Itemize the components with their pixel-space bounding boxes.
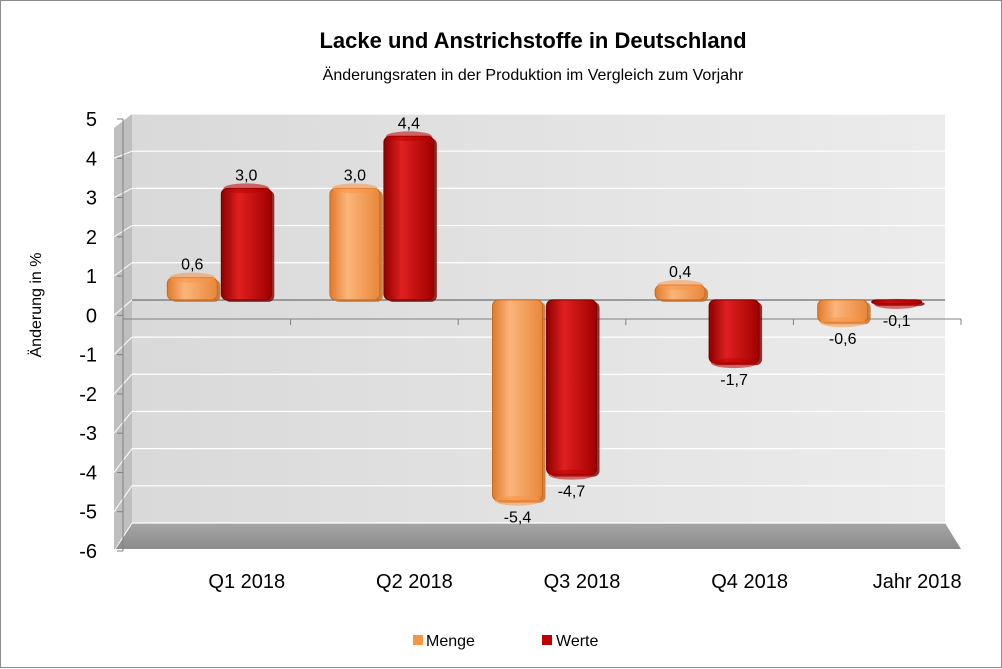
plot-floor (114, 523, 961, 549)
bar-werte (220, 187, 272, 301)
legend: Menge Werte (413, 633, 598, 650)
y-axis-label: Änderung in % (27, 253, 45, 358)
y-tick-label: -3 (79, 423, 97, 445)
data-label: 0,6 (181, 257, 203, 274)
bar-werte (708, 299, 760, 364)
x-tick-label: Q1 2018 (208, 571, 285, 593)
bar-cap (385, 131, 432, 142)
data-label: -5,4 (504, 510, 532, 527)
legend-label-menge: Menge (426, 633, 475, 650)
bar-cap (494, 495, 541, 506)
y-tick-label: 4 (86, 148, 97, 170)
legend-swatch-menge (413, 635, 423, 645)
y-tick-label: 1 (86, 266, 97, 288)
chart-title: Lacke und Anstrichstoffe in Deutschland (319, 28, 746, 53)
y-tick-label: 5 (86, 109, 97, 131)
y-tick-label: 0 (86, 305, 97, 327)
data-label: 0,4 (669, 264, 691, 281)
y-ticks: 5 4 3 2 1 0 -1 -2 -3 -4 -5 -6 (79, 109, 123, 563)
data-label: -0,6 (829, 331, 857, 348)
bar-cap (819, 317, 866, 328)
data-label: 4,4 (398, 115, 420, 132)
bar-cap (331, 183, 378, 194)
data-label: -0,1 (883, 313, 911, 330)
bar-cap (711, 358, 758, 369)
y-tick-label: 3 (86, 188, 97, 210)
x-tick-label: Q3 2018 (544, 571, 621, 593)
y-tick-label: -4 (79, 462, 97, 484)
data-label: 3,0 (344, 167, 366, 184)
bar-cap (657, 280, 704, 291)
gridline-side (113, 113, 133, 120)
bars (166, 131, 925, 506)
bar-cap (169, 272, 216, 283)
bar-werte (383, 135, 435, 301)
y-tick-label: -6 (79, 541, 97, 563)
bar-cap (873, 298, 920, 309)
bar-cap (223, 183, 270, 194)
bar-cap (548, 469, 595, 480)
x-tick-label: Q2 2018 (376, 571, 453, 593)
bar-menge (492, 299, 543, 502)
data-label: 3,0 (235, 167, 257, 184)
chart-subtitle: Änderungsraten in der Produktion im Verg… (323, 66, 744, 84)
y-tick-label: -1 (79, 345, 97, 367)
y-tick-label: 2 (86, 227, 97, 249)
legend-swatch-werte (542, 635, 552, 645)
bar-menge (329, 187, 381, 301)
x-tick-label: Jahr 2018 (873, 571, 962, 593)
y-tick-label: -5 (79, 502, 97, 524)
y-tick-label: -2 (79, 384, 97, 406)
bar-werte (546, 299, 597, 476)
legend-label-werte: Werte (556, 633, 598, 650)
data-label: -1,7 (720, 372, 748, 389)
data-label: -4,7 (558, 484, 586, 501)
x-tick-label: Q4 2018 (711, 571, 788, 593)
data-labels: 0,6 3,0 3,0 4,4 -5,4 -4,7 0,4 -1,7 -0,6 -0,1 (181, 115, 910, 526)
x-ticks: Q1 2018 Q2 2018 Q3 2018 Q4 2018 Jahr 2018 (122, 319, 962, 593)
